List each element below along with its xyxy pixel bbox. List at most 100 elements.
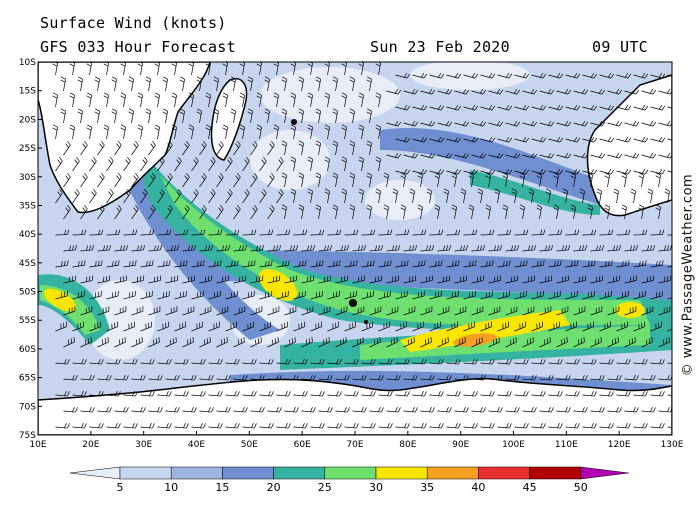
wind-barb bbox=[114, 407, 129, 413]
wind-barb bbox=[633, 359, 648, 365]
longitude-label: 60E bbox=[294, 440, 311, 450]
wind-barb bbox=[565, 104, 581, 111]
wind-barb bbox=[420, 152, 436, 159]
wind-barb bbox=[284, 337, 296, 348]
wind-barb bbox=[539, 244, 553, 252]
wind-barb bbox=[488, 306, 501, 316]
wind-barb bbox=[341, 188, 347, 204]
wind-barb bbox=[624, 244, 638, 252]
wind-barb bbox=[429, 359, 444, 365]
wind-barb bbox=[582, 359, 597, 365]
wind-barb bbox=[369, 275, 383, 284]
wind-barb bbox=[332, 140, 338, 156]
colorbar-tick-label: 5 bbox=[117, 481, 124, 494]
wind-barb bbox=[233, 204, 241, 220]
wind-barb bbox=[369, 407, 384, 413]
wind-barb bbox=[616, 136, 632, 143]
wind-barb bbox=[582, 136, 598, 143]
wind-barb bbox=[548, 104, 564, 111]
wind-barb bbox=[344, 229, 359, 236]
wind-barb bbox=[332, 108, 338, 124]
wind-barb bbox=[352, 244, 366, 252]
wind-barb bbox=[128, 108, 134, 124]
wind-barb bbox=[233, 407, 248, 413]
wind-barb bbox=[259, 321, 272, 332]
wind-barb bbox=[497, 136, 513, 143]
gale-core bbox=[258, 269, 298, 301]
wind-barb bbox=[165, 375, 180, 381]
wind-barb bbox=[80, 244, 94, 252]
wind-barb bbox=[80, 337, 92, 348]
wind-barb bbox=[196, 76, 202, 92]
wind-barb bbox=[562, 188, 568, 204]
wind-barb bbox=[573, 407, 588, 413]
calm-zone bbox=[250, 130, 330, 190]
wind-barb bbox=[641, 88, 657, 95]
wind-barb bbox=[386, 375, 401, 381]
wind-barb bbox=[641, 275, 655, 284]
wind-barb bbox=[497, 391, 512, 397]
wind-barb bbox=[335, 275, 349, 284]
wind-barb bbox=[454, 120, 470, 127]
wind-barb bbox=[97, 275, 111, 284]
watermark-text: © www.PassageWeather.com bbox=[680, 173, 696, 377]
wind-barb bbox=[157, 359, 172, 365]
wind-barb bbox=[165, 140, 173, 156]
wind-barb bbox=[191, 156, 199, 172]
wind-barb bbox=[599, 104, 615, 111]
wind-barb bbox=[556, 244, 570, 252]
wind-barb bbox=[488, 407, 503, 413]
wind-barb bbox=[463, 359, 478, 365]
wind-barb bbox=[162, 76, 168, 92]
wind-barb bbox=[471, 407, 486, 413]
wind-barb bbox=[596, 188, 602, 204]
wind-barb bbox=[157, 391, 172, 397]
wind-barb bbox=[259, 156, 267, 172]
wind-barb bbox=[332, 172, 338, 188]
colorbar-tick-label: 45 bbox=[523, 481, 537, 494]
wind-barb bbox=[72, 188, 80, 204]
wind-barb bbox=[233, 275, 247, 284]
wind-barb bbox=[624, 337, 636, 348]
wind-barb bbox=[344, 391, 359, 397]
wind-barb bbox=[293, 321, 306, 332]
wind-barb bbox=[599, 321, 612, 332]
wind-barb bbox=[120, 124, 126, 140]
wind-barb bbox=[395, 136, 411, 143]
wind-barb bbox=[137, 92, 143, 108]
wind-barb bbox=[290, 92, 296, 108]
wind-barb bbox=[148, 172, 156, 188]
wind-barb bbox=[641, 152, 657, 159]
wind-barb bbox=[182, 172, 190, 188]
wind-barb bbox=[412, 359, 427, 365]
wind-barb bbox=[123, 188, 131, 204]
wind-barb bbox=[281, 108, 287, 124]
wind-barb bbox=[485, 204, 491, 220]
wind-barb bbox=[463, 229, 478, 236]
wind-barb bbox=[352, 337, 364, 348]
wind-barb bbox=[548, 321, 561, 332]
wind-barb bbox=[553, 204, 559, 220]
wind-barb bbox=[480, 260, 494, 268]
longitude-label: 110E bbox=[555, 440, 578, 450]
wind-barbs bbox=[52, 62, 672, 429]
wind-barb bbox=[624, 120, 640, 127]
wind-barb bbox=[650, 168, 666, 175]
wind-band bbox=[200, 250, 672, 300]
wind-barb bbox=[548, 391, 563, 397]
wind-barb bbox=[208, 321, 221, 332]
wind-barb bbox=[72, 260, 86, 268]
wind-barb bbox=[174, 188, 182, 204]
wind-barb bbox=[213, 108, 219, 124]
wind-barb bbox=[123, 229, 138, 236]
wind-barb bbox=[327, 290, 340, 300]
wind-barb bbox=[437, 275, 451, 284]
wind-barb bbox=[344, 423, 359, 429]
wind-barb bbox=[604, 204, 610, 220]
wind-barb bbox=[522, 375, 537, 381]
colorbar-arrow-left bbox=[69, 466, 121, 480]
wind-barb bbox=[607, 375, 622, 381]
wind-barb bbox=[131, 204, 139, 220]
wind-barb bbox=[276, 156, 284, 172]
wind-barb bbox=[616, 321, 629, 332]
